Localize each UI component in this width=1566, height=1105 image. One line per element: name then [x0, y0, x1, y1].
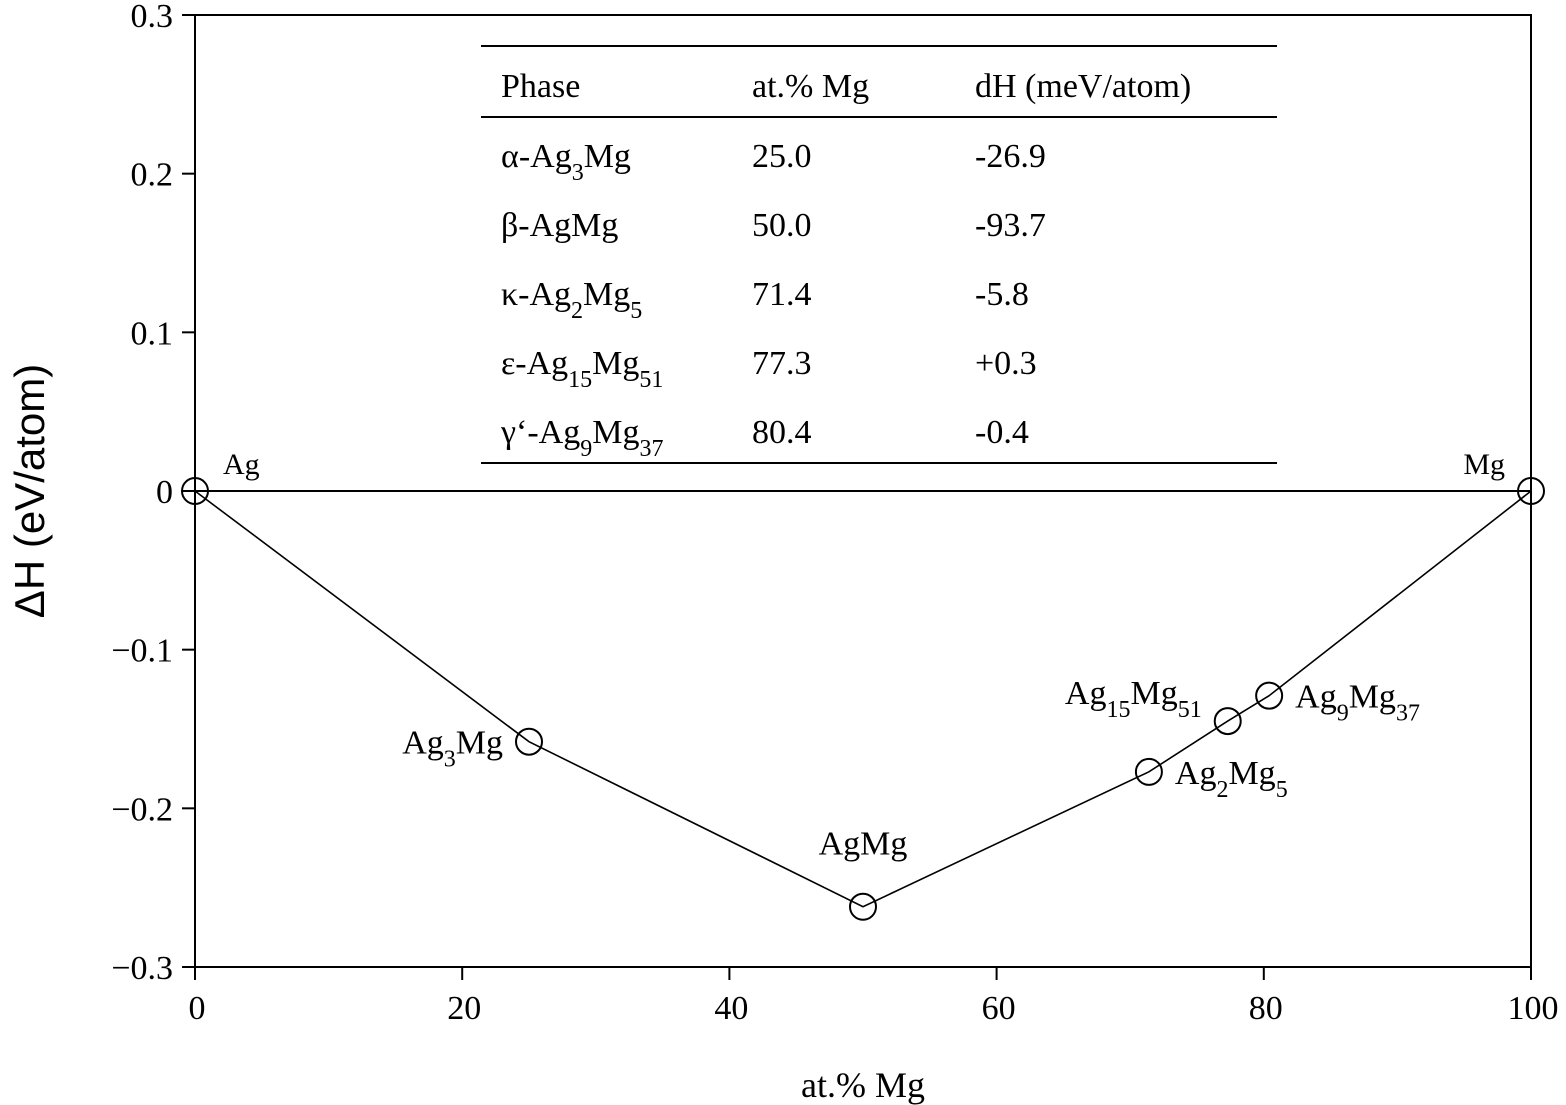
- y-axis-label: ΔH (eV/atom): [6, 364, 53, 618]
- data-point: [515, 727, 543, 756]
- table-layer: Phase at.% Mg dH (meV/atom) α-Ag3Mg 25.0 -26.…: [481, 45, 1277, 464]
- table-row: β-AgMg 50.0 -93.7: [501, 207, 1046, 244]
- data-point: [1517, 477, 1545, 505]
- table-header-cell: at.% Mg: [752, 68, 869, 105]
- table-header-cell: dH (meV/atom): [975, 68, 1191, 105]
- table-row: γ‘-Ag9Mg37 80.4 -0.4: [500, 414, 1029, 462]
- table-cell-at-mg: 80.4: [752, 414, 812, 451]
- hull-line: [194, 490, 1532, 908]
- table-cell-at-mg: 71.4: [752, 276, 812, 313]
- data-point: [1255, 681, 1284, 710]
- data-point: [1213, 707, 1242, 736]
- x-tick-label: 40: [714, 990, 748, 1027]
- y-tick-label: 0.1: [131, 315, 174, 352]
- table-cell-phase: ε-Ag15Mg51: [501, 345, 663, 393]
- data-point: [849, 892, 877, 921]
- x-axis-label: at.% Mg: [801, 1065, 925, 1105]
- table-cell-dh: +0.3: [975, 345, 1037, 382]
- label-layer: Ag Ag3Mg AgMg Ag2Mg5 Ag15Mg51 Ag9Mg37 Mg: [223, 448, 1505, 863]
- table-header-cell: Phase: [501, 68, 580, 105]
- point-label: Ag15Mg51: [1065, 675, 1202, 723]
- axes-layer: 0.3 0.2 0.1 0 −0.1 −0.2 −0.3 0 20 40 60 80 100 at.% M…: [6, 0, 1559, 1105]
- point-label: AgMg: [819, 826, 908, 863]
- table-cell-phase: κ-Ag2Mg5: [501, 276, 642, 324]
- table-cell-at-mg: 77.3: [752, 345, 812, 382]
- data-point: [1134, 757, 1163, 786]
- data-point: [181, 477, 209, 505]
- table-row: α-Ag3Mg 25.0 -26.9: [501, 138, 1046, 186]
- y-tick-label: 0.3: [131, 0, 174, 35]
- table-cell-dh: -93.7: [975, 207, 1046, 244]
- table-cell-dh: -26.9: [975, 138, 1046, 175]
- y-tick-label: 0: [156, 474, 173, 511]
- x-tick-label: 20: [447, 990, 481, 1027]
- y-tick-label: −0.2: [111, 791, 173, 828]
- table-cell-phase: β-AgMg: [501, 207, 618, 244]
- table-cell-at-mg: 50.0: [752, 207, 812, 244]
- table-cell-phase: α-Ag3Mg: [501, 138, 631, 186]
- y-tick-label: −0.1: [111, 633, 173, 670]
- table-row: κ-Ag2Mg5 71.4 -5.8: [501, 276, 1029, 324]
- x-tick-label: 80: [1249, 990, 1283, 1027]
- table-cell-dh: -0.4: [975, 414, 1029, 451]
- x-tick-label: 0: [189, 990, 206, 1027]
- x-tick-label: 60: [982, 990, 1016, 1027]
- x-tick-label: 100: [1508, 990, 1559, 1027]
- point-label: Ag9Mg37: [1295, 679, 1420, 727]
- point-label: Ag: [223, 448, 260, 481]
- table-cell-dh: -5.8: [975, 276, 1029, 313]
- point-label: Ag2Mg5: [1175, 755, 1288, 803]
- data-layer: [181, 477, 1545, 921]
- y-tick-label: 0.2: [131, 157, 174, 194]
- point-label: Mg: [1463, 448, 1505, 481]
- point-label: Ag3Mg: [402, 725, 503, 773]
- table-cell-phase: γ‘-Ag9Mg37: [500, 414, 663, 462]
- y-tick-label: −0.3: [111, 950, 173, 987]
- table-row: ε-Ag15Mg51 77.3 +0.3: [501, 345, 1037, 393]
- table-cell-at-mg: 25.0: [752, 138, 812, 175]
